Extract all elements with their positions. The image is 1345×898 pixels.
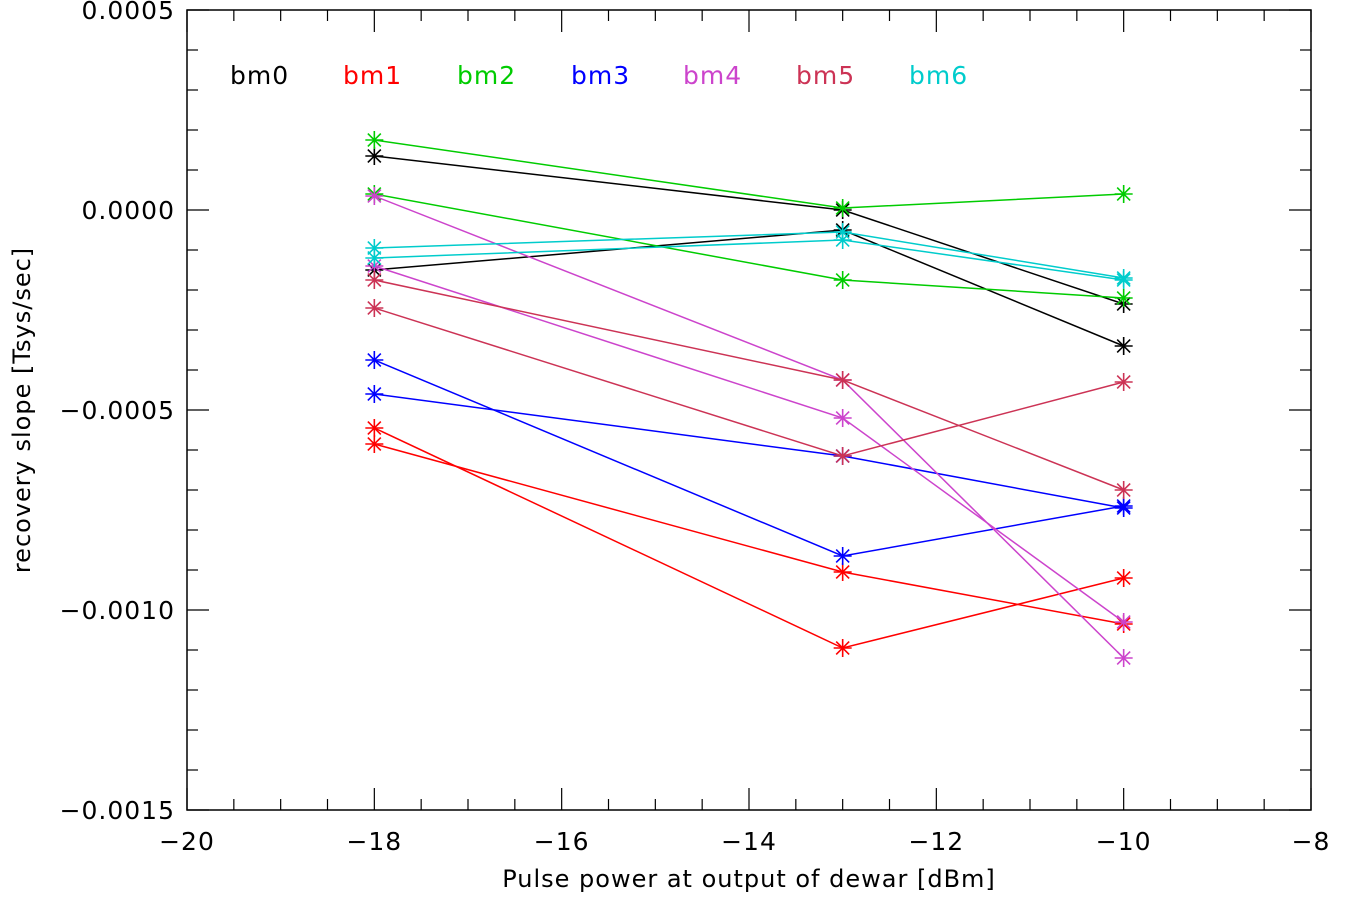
x-tick-label: −10 [1096,827,1152,856]
data-point-marker [833,409,852,427]
series-line [374,193,1124,299]
legend-item-bm6: bm6 [909,61,968,90]
data-point-marker [365,299,384,317]
plot-frame [186,9,1312,811]
series-bm0 [365,221,1133,355]
x-tick-label: −12 [908,827,964,856]
legend-item-bm2: bm2 [457,61,516,90]
y-tick-label: 0.0005 [82,0,175,25]
data-point-marker [1114,289,1133,307]
series-bm6 [365,231,1133,289]
data-point-marker [833,371,852,389]
series-bm3 [365,351,1133,565]
data-point-marker [365,385,384,403]
data-point-marker [365,435,384,453]
legend-item-bm0: bm0 [230,61,289,90]
data-point-marker [1114,337,1133,355]
data-point-marker [833,447,852,465]
data-point-marker [1114,499,1133,517]
series-line [374,231,1124,279]
y-tick-label: −0.0015 [60,796,175,825]
data-point-marker [833,271,852,289]
data-point-marker [365,147,384,165]
axis-ticks: −20 −18 −16 −14 −12 −10 −8 −0.0015 −0.0010 −0.000… [60,0,1331,856]
series-line [374,427,1124,649]
legend-item-bm4: bm4 [683,61,742,90]
data-point-marker [1114,271,1133,289]
data-point-marker [365,131,384,149]
series-line [374,443,1124,625]
data-point-marker [1114,569,1133,587]
data-point-marker [833,639,852,657]
series-bm6 [365,223,1133,287]
series-line [374,359,1124,557]
series-bm5 [365,299,1133,465]
x-tick-label: −16 [534,827,590,856]
series-bm5 [365,271,1133,499]
series-line [374,307,1124,457]
legend-item-bm1: bm1 [343,61,402,90]
y-tick-label: −0.0010 [60,596,175,625]
x-tick-label: −14 [721,827,777,856]
data-point-marker [1114,649,1133,667]
y-tick-label: 0.0000 [82,196,175,225]
series-bm1 [365,419,1133,657]
y-axis-title: recovery slope [Tsys/sec] [8,247,36,573]
series-bm0 [365,147,1133,313]
data-point-marker [833,547,852,565]
series-line [374,229,1124,347]
legend: bm0 bm1 bm2 bm3 bm4 bm5 bm6 [230,61,968,90]
data-point-marker [365,187,384,205]
legend-item-bm5: bm5 [796,61,855,90]
data-point-marker [1114,185,1133,203]
data-point-marker [1114,481,1133,499]
data-point-marker [365,419,384,437]
data-point-marker [1114,613,1133,631]
series-bm2 [365,185,1133,307]
x-tick-label: −8 [1292,827,1331,856]
x-tick-label: −20 [159,827,215,856]
series-line [374,279,1124,491]
x-tick-label: −18 [346,827,402,856]
series-layer [365,131,1133,667]
data-point-marker [365,249,384,267]
x-axis-title: Pulse power at output of dewar [dBm] [502,865,996,893]
series-bm2 [365,131,1133,217]
y-tick-label: −0.0005 [60,396,175,425]
data-point-marker [365,351,384,369]
data-point-marker [1114,373,1133,391]
data-point-marker [833,199,852,217]
data-point-marker [833,563,852,581]
data-point-marker [365,271,384,289]
legend-item-bm3: bm3 [571,61,630,90]
data-point-marker [833,231,852,249]
series-line [374,139,1124,209]
series-line [374,155,1124,305]
